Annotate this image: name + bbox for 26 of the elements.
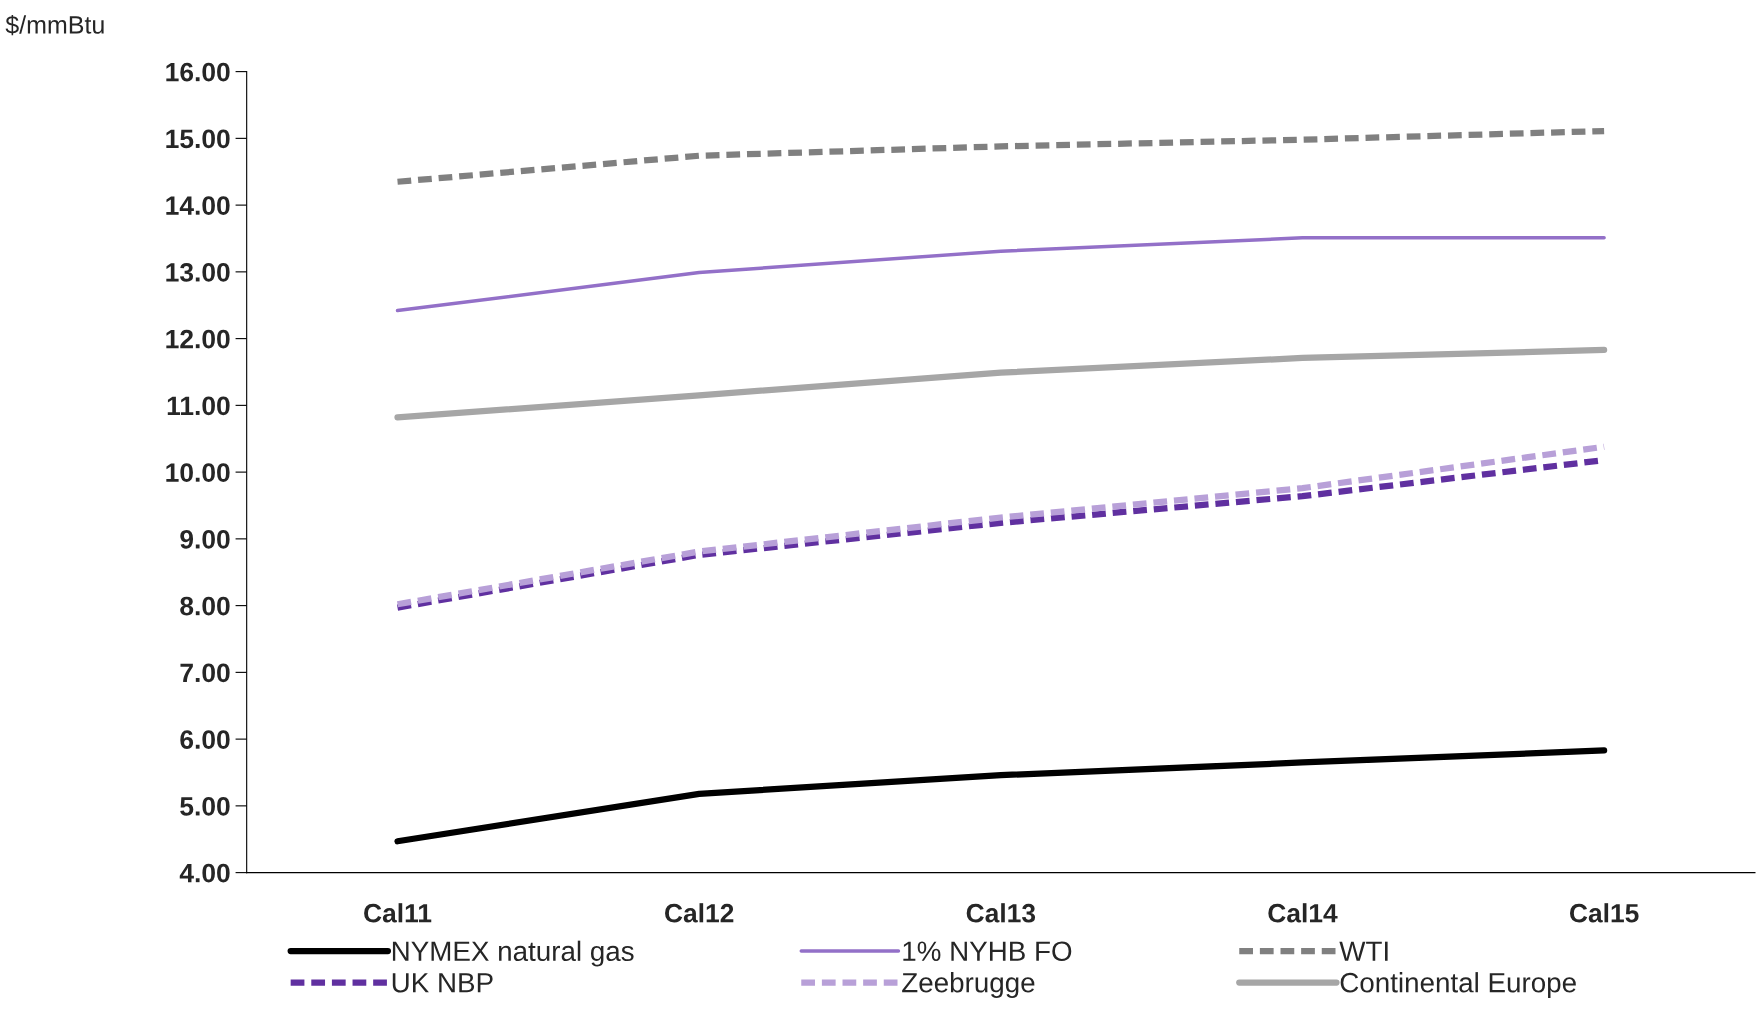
y-tick-label: 9.00 <box>180 530 230 549</box>
legend-label: WTI <box>1339 941 1388 961</box>
y-tick-label: 10.00 <box>166 463 230 482</box>
legend-label: Zeebrugge <box>902 972 1035 998</box>
x-tick-label: Cal11 <box>364 903 432 923</box>
x-tick-label: Cal14 <box>1268 903 1338 923</box>
y-tick-label: 12.00 <box>166 329 230 349</box>
y-tick-label: 8.00 <box>180 596 230 616</box>
y-axis-title: $/mmBtu <box>5 14 104 36</box>
y-tick-label: 13.00 <box>166 263 230 282</box>
y-tick-label: 7.00 <box>180 663 230 683</box>
legend-label: UK NBP <box>392 973 493 993</box>
legend-label: Continental Europe <box>1340 972 1576 998</box>
line-series <box>395 236 1606 313</box>
legend-label: NYMEX natural gas <box>392 940 634 967</box>
y-tick-label: 15.00 <box>166 129 230 149</box>
y-tick-label: 16.00 <box>166 62 230 82</box>
x-tick-label: Cal12 <box>665 903 734 923</box>
y-tick-label: 6.00 <box>180 730 230 749</box>
y-tick-label: 5.00 <box>180 797 230 816</box>
y-tick-label: 4.00 <box>179 863 230 883</box>
x-tick-label: Cal13 <box>966 903 1036 923</box>
x-tick-label: Cal15 <box>1570 903 1639 923</box>
y-tick-label: 11.00 <box>167 396 230 416</box>
y-tick-label: 14.00 <box>166 196 230 215</box>
legend-label: 1% NYHB FO <box>903 941 1072 962</box>
